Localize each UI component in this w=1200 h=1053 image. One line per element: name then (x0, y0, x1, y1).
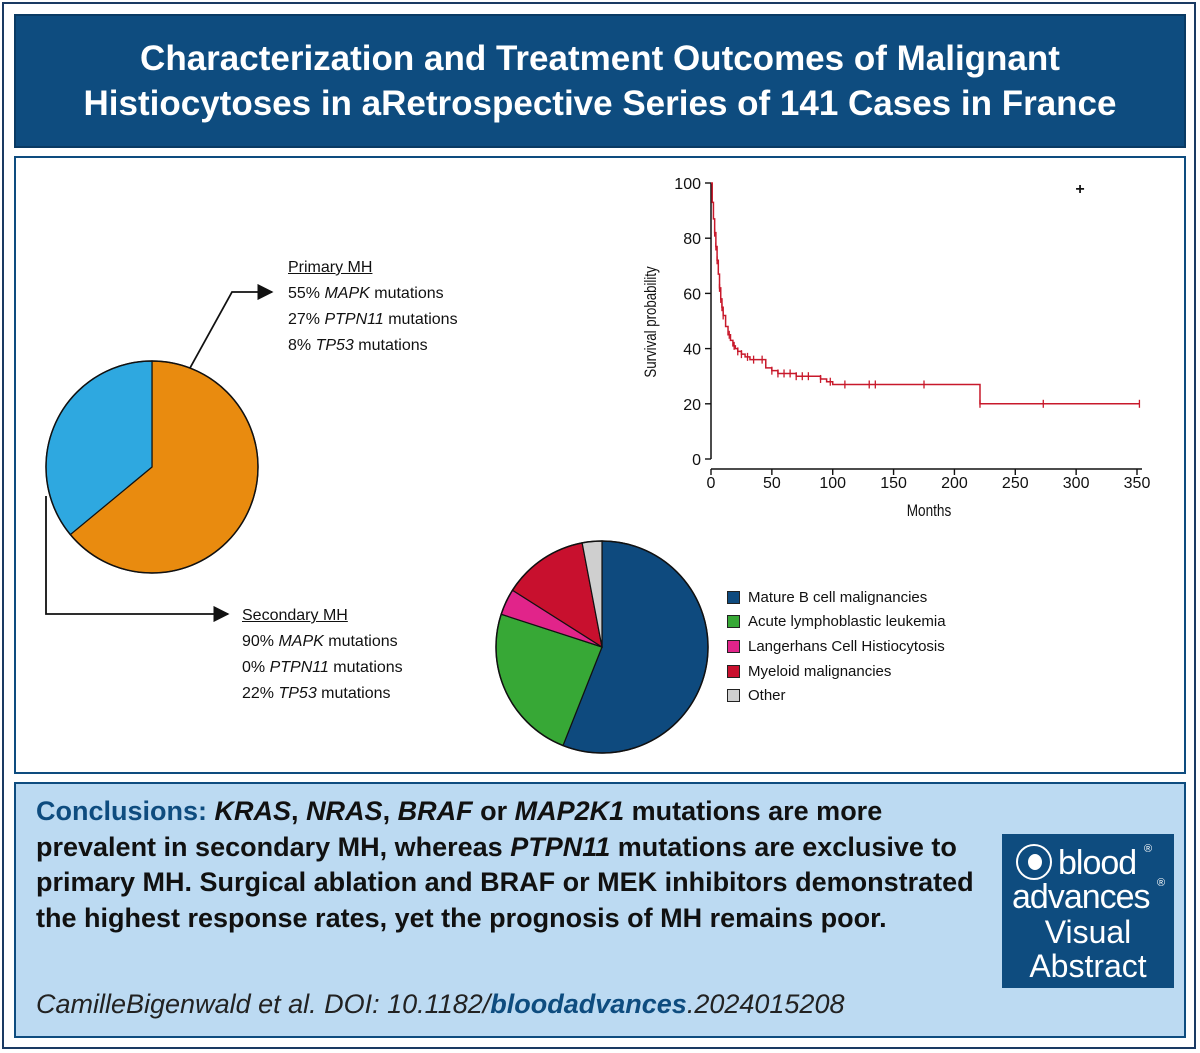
legend-label: Acute lymphoblastic leukemia (748, 613, 946, 631)
y-ticks: 0 20 40 60 80 100 (674, 176, 711, 469)
page-title: Characterization and Treatment Outcomes … (83, 39, 1117, 123)
x-tick-label: 300 (1063, 475, 1090, 492)
x-tick-label: 50 (763, 475, 781, 492)
plot-annotation-plus: + (1075, 181, 1084, 198)
legend-swatch (727, 615, 740, 629)
legend-swatch (727, 590, 740, 604)
journal-seal-icon (1016, 844, 1052, 880)
associated-malignancy-pie-chart (495, 540, 709, 754)
gene-name: NRAS (306, 796, 383, 826)
legend-label: Mature B cell malignancies (748, 588, 928, 606)
primary-mh-line: 27% PTPN11 mutations (288, 311, 458, 328)
secondary-mh-heading: Secondary MH (242, 607, 348, 624)
legend-entry: Acute lymphoblastic leukemia (727, 610, 946, 635)
y-tick-label: 60 (683, 286, 701, 303)
x-tick-label: 0 (707, 475, 716, 492)
secondary-mh-line: 22% TP53 mutations (242, 685, 391, 702)
secondary-mh-line: 0% PTPN11 mutations (242, 659, 403, 676)
conclusion-body: KRAS, NRAS, BRAF or MAP2K1 mutations are… (36, 796, 974, 933)
mh-type-pie-chart (45, 360, 259, 574)
y-tick-label: 40 (683, 342, 701, 359)
secondary-arrow (45, 496, 230, 623)
citation: CamilleBigenwald et al. DOI: 10.1182/blo… (36, 989, 845, 1019)
y-axis-label: Survival probability (642, 266, 661, 378)
x-ticks: 0 50 100 150 200 250 300 350 (707, 469, 1151, 492)
survival-line (711, 182, 1140, 405)
conclusion-segment: , (382, 796, 398, 826)
primary-mh-line: 55% MAPK mutations (288, 285, 444, 302)
conclusion-panel: Conclusions: KRAS, NRAS, BRAF or MAP2K1 … (14, 782, 1186, 1038)
secondary-mh-line: 90% MAPK mutations (242, 633, 398, 650)
blood-advances-logo: blood ® advances ® Visual Abstract (1002, 834, 1174, 988)
figure-canvas: 0 20 40 60 80 100 0 50 100 150 200 250 300 350 Survi… (45, 176, 1151, 754)
mh-pie-outline (45, 360, 259, 574)
x-tick-label: 350 (1124, 475, 1151, 492)
y-tick-label: 0 (692, 452, 701, 469)
conclusion-segment: mutations are exclusive to primary MH. S… (36, 831, 974, 933)
censor-marks (714, 228, 1141, 408)
x-tick-label: 250 (1002, 475, 1029, 492)
x-tick-label: 150 (880, 475, 907, 492)
y-tick-label: 80 (683, 231, 701, 248)
gene-name: PTPN11 (510, 831, 611, 862)
legend-label: Other (748, 687, 786, 705)
conclusion-segment (207, 796, 215, 826)
gene-name: BRAF (397, 796, 473, 826)
legend-entry: Myeloid malignancies (727, 659, 946, 684)
primary-mh-heading: Primary MH (288, 259, 373, 276)
primary-mh-line: 8% TP53 mutations (288, 337, 428, 354)
gene-name: MAP2K1 (514, 796, 625, 826)
title-banner: Characterization and Treatment Outcomes … (14, 14, 1186, 148)
conclusion-lead: Conclusions: (36, 796, 208, 826)
x-tick-label: 100 (819, 475, 846, 492)
conclusion-segment: mutations are more prevalent in secondar… (36, 796, 883, 862)
malignancy-pie-outline (495, 540, 709, 754)
x-tick-label: 200 (941, 475, 968, 492)
y-tick-label: 100 (674, 176, 701, 193)
primary-mh-mutations: Primary MH 55% MAPK mutations 27% PTPN11… (288, 255, 458, 359)
x-axis-label: Months (907, 502, 952, 521)
conclusion-text: Conclusions: KRAS, NRAS, BRAF or MAP2K1 … (36, 794, 996, 936)
legend-label: Langerhans Cell Histiocytosis (748, 637, 945, 655)
legend-entry: Langerhans Cell Histiocytosis (727, 634, 946, 659)
legend-entry: Mature B cell malignancies (727, 585, 946, 610)
conclusion-segment: or (472, 796, 515, 826)
primary-arrow (189, 283, 274, 369)
legend-swatch (727, 664, 740, 678)
gene-name: KRAS (214, 796, 292, 826)
legend-swatch (727, 639, 740, 653)
legend-label: Myeloid malignancies (748, 662, 892, 680)
legend-swatch (727, 689, 740, 703)
conclusion-segment: , (291, 796, 307, 826)
malignancy-legend: Mature B cell malignancies Acute lymphob… (727, 585, 946, 708)
secondary-mh-mutations: Secondary MH 90% MAPK mutations 0% PTPN1… (242, 603, 403, 707)
survival-curve-chart: 0 20 40 60 80 100 0 50 100 150 200 250 300 350 Survi… (642, 176, 1151, 520)
y-tick-label: 20 (683, 397, 701, 414)
legend-entry: Other (727, 683, 946, 708)
